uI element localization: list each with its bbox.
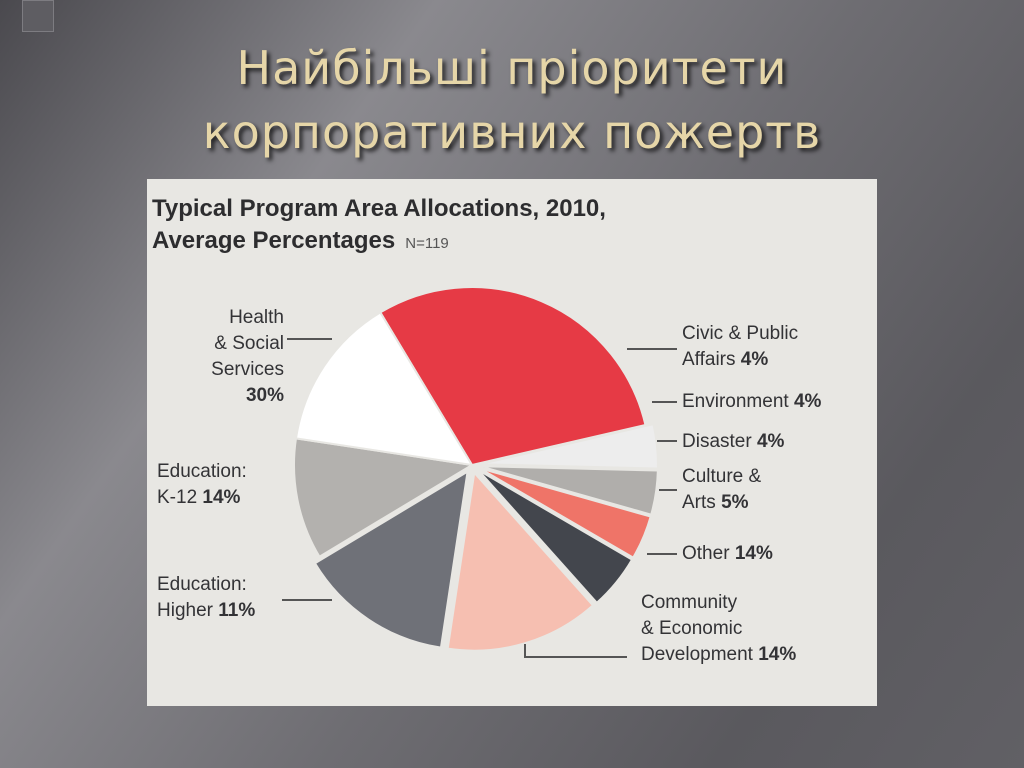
chart-subtitle: Average Percentages: [152, 227, 396, 254]
label-education-higher: Education: Higher 11%: [157, 574, 256, 621]
pie-slice-health: [378, 286, 647, 467]
label-culture: Culture & Arts 5%: [682, 466, 762, 513]
corner-decoration: [22, 0, 54, 32]
chart-title: Typical Program Area Allocations, 2010, …: [152, 193, 606, 260]
slide-title-line2: корпоративних пожертв: [202, 105, 822, 159]
label-disaster: Disaster 4%: [682, 431, 785, 452]
pie-slice-education-k12: [294, 311, 474, 467]
label-environment: Environment 4%: [682, 391, 822, 412]
label-community: Community & Economic Development 14%: [641, 592, 797, 665]
slide-title: Найбільші пріоритети корпоративних пожер…: [0, 36, 1024, 164]
pie-slice-education-higher: [293, 437, 475, 559]
label-health: Health & Social Services 30%: [211, 307, 284, 406]
chart-panel: Typical Program Area Allocations, 2010, …: [147, 179, 877, 706]
label-other: Other 14%: [682, 543, 773, 564]
label-civic: Civic & Public Affairs 4%: [682, 323, 799, 370]
label-education-k12: Education: K-12 14%: [157, 461, 247, 508]
pie-slice-disaster: [478, 467, 652, 560]
pie-slice-environment: [479, 465, 659, 516]
slide-title-line1: Найбільші пріоритети: [236, 41, 788, 95]
chart-title-text: Typical Program Area Allocations, 2010,: [152, 195, 606, 222]
leader-community: [524, 644, 627, 658]
pie-chart: [282, 286, 677, 658]
pie-slice-community: [313, 469, 469, 649]
pie-slice-civic: [479, 422, 659, 470]
pie-slice-culture: [477, 469, 634, 605]
pie-slice-other: [446, 470, 595, 652]
sample-size-note: N=119: [405, 235, 449, 252]
